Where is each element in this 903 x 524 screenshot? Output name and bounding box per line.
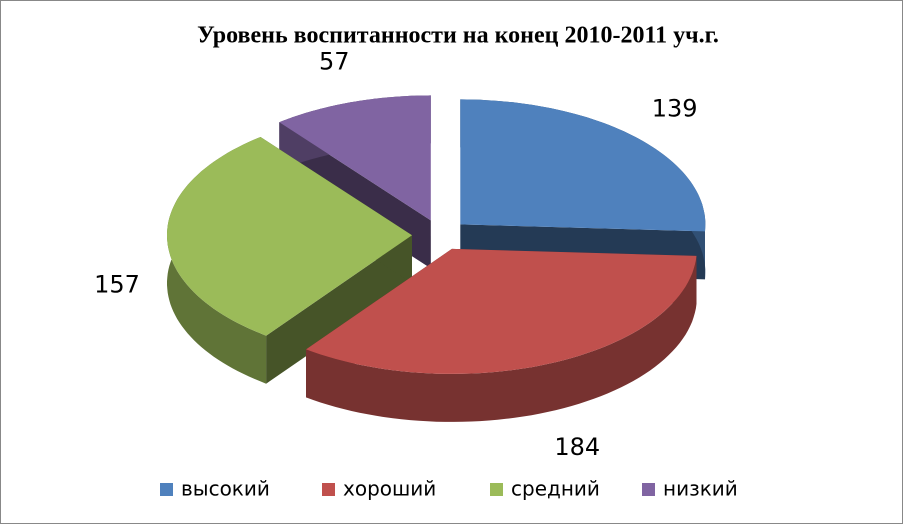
legend-swatch <box>642 483 655 496</box>
slice-wall <box>266 235 412 384</box>
pie-slice <box>167 137 412 384</box>
slice-top <box>460 99 706 232</box>
slice-side <box>306 255 697 422</box>
legend-label: средний <box>511 477 600 501</box>
slice-top <box>279 95 431 221</box>
pie-slice <box>306 248 697 422</box>
legend-swatch <box>160 483 173 496</box>
data-label: 139 <box>652 95 698 123</box>
legend-label: низкий <box>663 477 738 501</box>
data-label: 157 <box>94 271 140 299</box>
legend-swatch <box>490 483 503 496</box>
legend-swatch <box>322 483 335 496</box>
data-label: 57 <box>319 48 350 76</box>
data-label: 184 <box>554 433 600 461</box>
legend-label: высокий <box>181 477 270 501</box>
slice-top <box>306 248 697 374</box>
slice-top <box>167 137 412 336</box>
chart-title: Уровень воспитанности на конец 2010-2011… <box>197 23 719 49</box>
legend-label: хороший <box>343 477 436 501</box>
